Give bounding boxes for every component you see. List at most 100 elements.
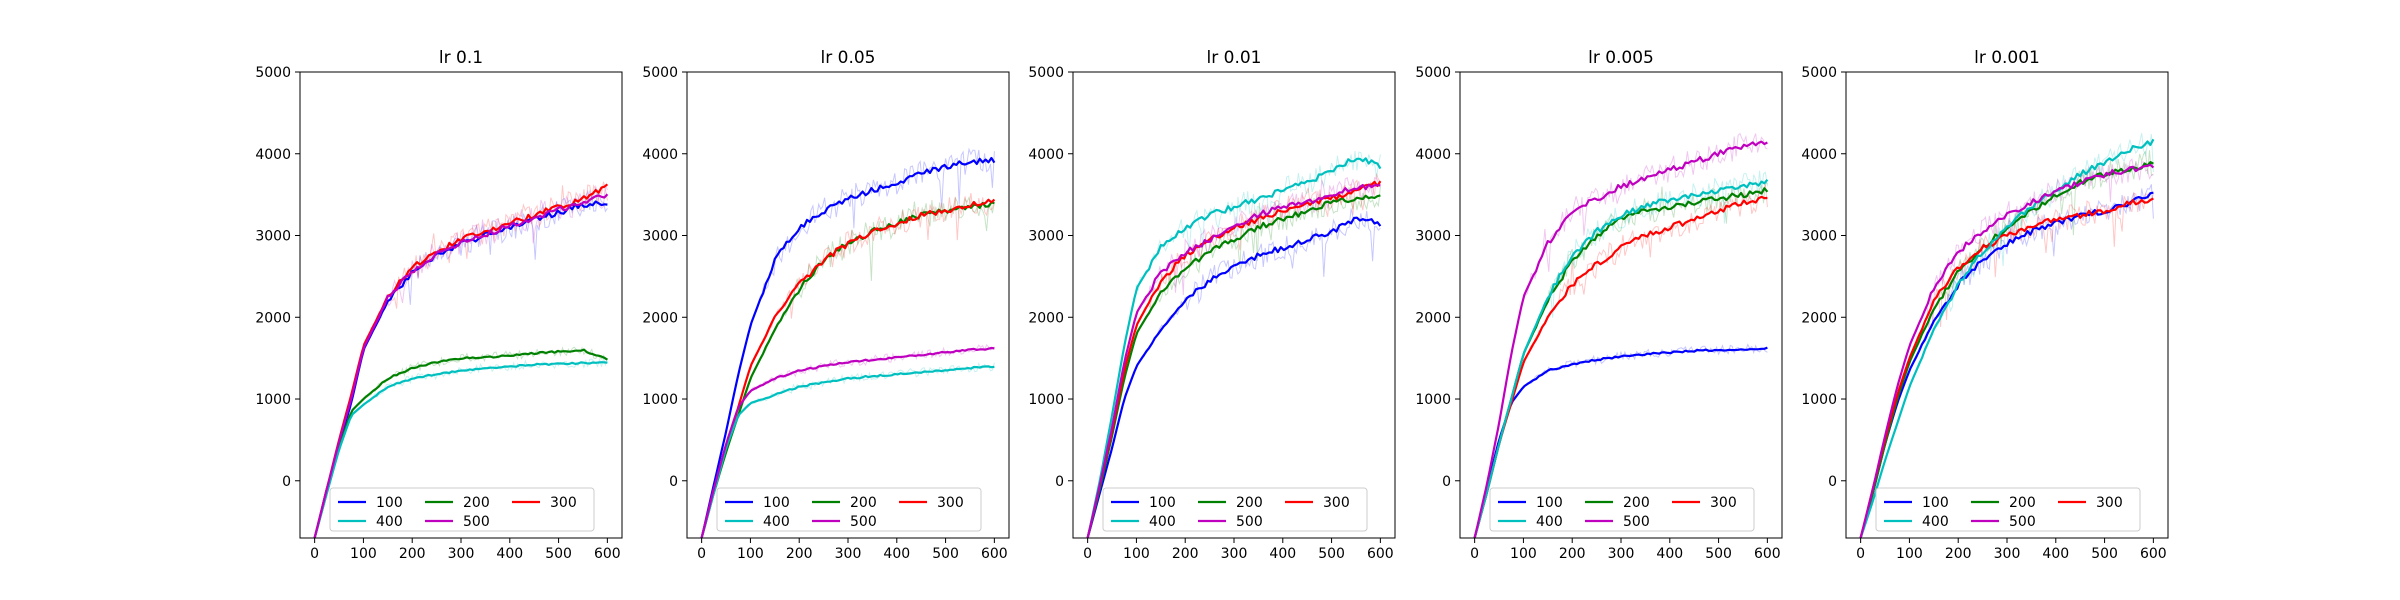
series-line-500: [700, 346, 995, 538]
plot-area: [700, 147, 996, 538]
chart-title: lr 0.005: [1588, 48, 1654, 68]
y-tick-label: 1000: [642, 392, 678, 408]
legend-label: 400: [1536, 514, 1563, 530]
series-line-400: [1859, 138, 2155, 538]
x-tick-label: 400: [883, 546, 910, 562]
y-tick-label: 1000: [1415, 392, 1451, 408]
y-tick-label: 0: [1442, 474, 1451, 490]
x-tick-label: 400: [496, 546, 523, 562]
plot-area: [1473, 132, 1769, 538]
legend-label: 300: [1710, 495, 1737, 511]
chart-title: lr 0.01: [1207, 48, 1262, 68]
x-tick-label: 400: [2042, 546, 2069, 562]
series-line-100: [700, 156, 996, 538]
legend-label: 500: [1236, 514, 1263, 530]
y-tick-label: 3000: [642, 229, 678, 245]
y-tick-label: 3000: [255, 229, 291, 245]
y-tick-label: 2000: [1415, 310, 1451, 326]
legend-label: 500: [463, 514, 490, 530]
raw-trace-200: [1087, 186, 1381, 538]
y-tick-label: 4000: [255, 147, 291, 163]
x-tick-label: 600: [1754, 546, 1781, 562]
series-line-300: [313, 183, 609, 538]
legend-label: 300: [550, 495, 577, 511]
x-tick-label: 500: [545, 546, 572, 562]
x-tick-label: 400: [1269, 546, 1296, 562]
series-line-200: [313, 348, 608, 538]
chart-title: lr 0.001: [1974, 48, 2040, 68]
legend-label: 300: [2096, 495, 2123, 511]
legend-label: 200: [1623, 495, 1650, 511]
series-line-300: [700, 198, 996, 538]
raw-trace-400: [1087, 150, 1381, 538]
legend-label: 400: [763, 514, 790, 530]
x-tick-label: 100: [1896, 546, 1923, 562]
x-tick-label: 300: [835, 546, 862, 562]
x-tick-label: 100: [1510, 546, 1537, 562]
x-tick-label: 200: [786, 546, 813, 562]
legend-label: 400: [1149, 514, 1176, 530]
y-tick-label: 1000: [255, 392, 291, 408]
series-line-500: [1859, 163, 2155, 538]
x-tick-label: 600: [594, 546, 621, 562]
y-tick-label: 0: [1828, 474, 1837, 490]
legend-box: [1875, 487, 2141, 532]
x-tick-label: 0: [697, 546, 706, 562]
y-tick-label: 1000: [1801, 392, 1837, 408]
y-tick-label: 0: [669, 474, 678, 490]
legend-label: 300: [1323, 495, 1350, 511]
axes-frame: [686, 71, 1010, 539]
series-line-500: [313, 193, 609, 538]
plot-area: [1086, 150, 1382, 538]
y-tick-label: 5000: [1415, 65, 1451, 81]
x-tick-label: 600: [981, 546, 1008, 562]
legend-box: [1489, 487, 1755, 532]
raw-trace-300: [1474, 184, 1768, 538]
legend-label: 100: [1922, 495, 1949, 511]
x-tick-label: 0: [1083, 546, 1092, 562]
x-tick-label: 300: [1608, 546, 1635, 562]
legend-label: 100: [763, 495, 790, 511]
x-tick-label: 600: [1367, 546, 1394, 562]
series-line-500: [1086, 183, 1381, 538]
y-tick-label: 3000: [1415, 229, 1451, 245]
axes-frame: [299, 71, 623, 539]
legend-label: 100: [376, 495, 403, 511]
legend-label: 300: [937, 495, 964, 511]
series-line-100: [1086, 216, 1382, 538]
series-line-300: [1473, 195, 1768, 538]
x-tick-label: 100: [1123, 546, 1150, 562]
x-tick-label: 500: [932, 546, 959, 562]
series-line-200: [1473, 187, 1769, 538]
x-tick-label: 500: [1705, 546, 1732, 562]
axes-frame: [1845, 71, 2169, 539]
legend-label: 200: [2009, 495, 2036, 511]
y-tick-label: 0: [282, 474, 291, 490]
raw-trace-200: [1474, 179, 1768, 538]
y-tick-label: 5000: [1028, 65, 1064, 81]
x-tick-label: 0: [1470, 546, 1479, 562]
y-tick-label: 2000: [255, 310, 291, 326]
series-line-400: [1086, 157, 1382, 538]
legend-box: [1102, 487, 1368, 532]
y-tick-label: 3000: [1801, 229, 1837, 245]
x-tick-label: 600: [2140, 546, 2167, 562]
y-tick-label: 0: [1055, 474, 1064, 490]
y-tick-label: 5000: [255, 65, 291, 81]
y-tick-label: 5000: [1801, 65, 1837, 81]
y-tick-label: 3000: [1028, 229, 1064, 245]
y-tick-label: 4000: [1801, 147, 1837, 163]
x-tick-label: 200: [399, 546, 426, 562]
legend-label: 200: [463, 495, 490, 511]
series-line-200: [1859, 161, 2154, 538]
y-tick-label: 4000: [642, 147, 678, 163]
y-tick-label: 2000: [1801, 310, 1837, 326]
x-tick-label: 100: [350, 546, 377, 562]
plot-area: [313, 181, 609, 538]
series-line-400: [700, 365, 995, 538]
legend-label: 100: [1536, 495, 1563, 511]
raw-trace-200: [701, 196, 995, 538]
y-tick-label: 5000: [642, 65, 678, 81]
y-tick-label: 1000: [1028, 392, 1064, 408]
